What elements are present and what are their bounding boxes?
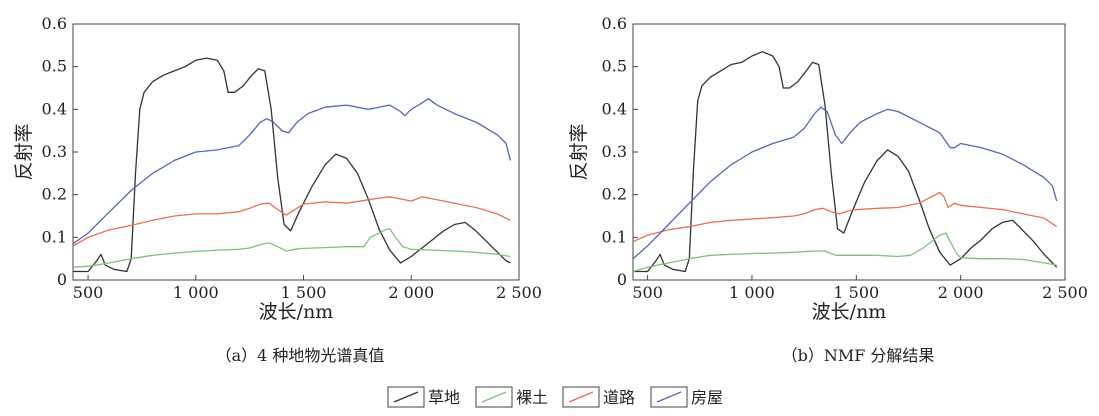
legend-line bbox=[393, 391, 419, 403]
series-line-grass bbox=[633, 51, 1058, 273]
x-tick-label: 2 500 bbox=[496, 283, 542, 302]
y-tick-label: 0.6 bbox=[42, 14, 67, 33]
plot-frame bbox=[632, 23, 1066, 281]
x-tick-label: 2 500 bbox=[1042, 283, 1088, 302]
y-tick-label: 0.5 bbox=[602, 57, 627, 76]
x-axis-label: 波长/nm bbox=[259, 301, 334, 323]
legend: 草地 裸土 道路 房屋 bbox=[387, 386, 723, 408]
x-axis-label: 波长/nm bbox=[812, 301, 887, 323]
series-line-road bbox=[633, 191, 1058, 243]
y-tick-label: 0 bbox=[617, 270, 627, 289]
x-tick-label: 2 000 bbox=[388, 283, 434, 302]
y-tick-label: 0.3 bbox=[42, 142, 67, 161]
y-tick-label: 0.2 bbox=[42, 185, 67, 204]
series-line-grass bbox=[73, 57, 511, 273]
plot-frame bbox=[72, 23, 520, 281]
x-tick-label: 2 000 bbox=[938, 283, 984, 302]
y-tick-label: 0.1 bbox=[602, 227, 627, 246]
x-tick-label: 500 bbox=[73, 283, 104, 302]
y-tick-label: 0.4 bbox=[602, 99, 627, 118]
legend-line bbox=[656, 391, 682, 403]
series-line-building bbox=[633, 106, 1058, 260]
x-tick-label: 1 000 bbox=[729, 283, 775, 302]
y-tick-label: 0.4 bbox=[42, 99, 67, 118]
chart-caption: （a）4 种地物光谱真值 bbox=[216, 346, 385, 365]
y-axis-label: 反射率 bbox=[13, 123, 35, 180]
y-tick-label: 0.1 bbox=[42, 227, 67, 246]
y-tick-label: 0.6 bbox=[602, 14, 627, 33]
y-tick-label: 0 bbox=[57, 270, 67, 289]
series-line-road bbox=[73, 196, 511, 247]
legend-label: 房屋 bbox=[691, 388, 723, 407]
legend-line bbox=[481, 391, 507, 403]
chart-panel-b: 0 0.1 0.2 0.3 0.4 0.5 0.6 500 1 000 1 500 2 000 2 5… bbox=[568, 14, 1088, 365]
legend-label: 草地 bbox=[428, 388, 460, 407]
y-tick-label: 0.2 bbox=[602, 185, 627, 204]
x-tick-label: 500 bbox=[632, 283, 663, 302]
series-line-building bbox=[73, 98, 512, 245]
y-tick-label: 0.5 bbox=[42, 57, 67, 76]
chart-panel-a: 0 0.1 0.2 0.3 0.4 0.5 0.6 500 1 000 1 500 2 000 2 5… bbox=[13, 14, 542, 365]
x-tick-label: 1 500 bbox=[281, 283, 327, 302]
legend-line bbox=[568, 391, 594, 403]
series-line-bare-soil bbox=[73, 228, 511, 268]
x-tick-label: 1 000 bbox=[173, 283, 219, 302]
y-axis-label: 反射率 bbox=[568, 123, 590, 180]
chart-caption: （b）NMF 分解结果 bbox=[782, 346, 935, 365]
series-line-bare-soil bbox=[633, 232, 1057, 273]
legend-label: 道路 bbox=[603, 388, 635, 407]
legend-label: 裸土 bbox=[516, 388, 548, 407]
x-tick-label: 1 500 bbox=[833, 283, 879, 302]
y-tick-label: 0.3 bbox=[602, 142, 627, 161]
